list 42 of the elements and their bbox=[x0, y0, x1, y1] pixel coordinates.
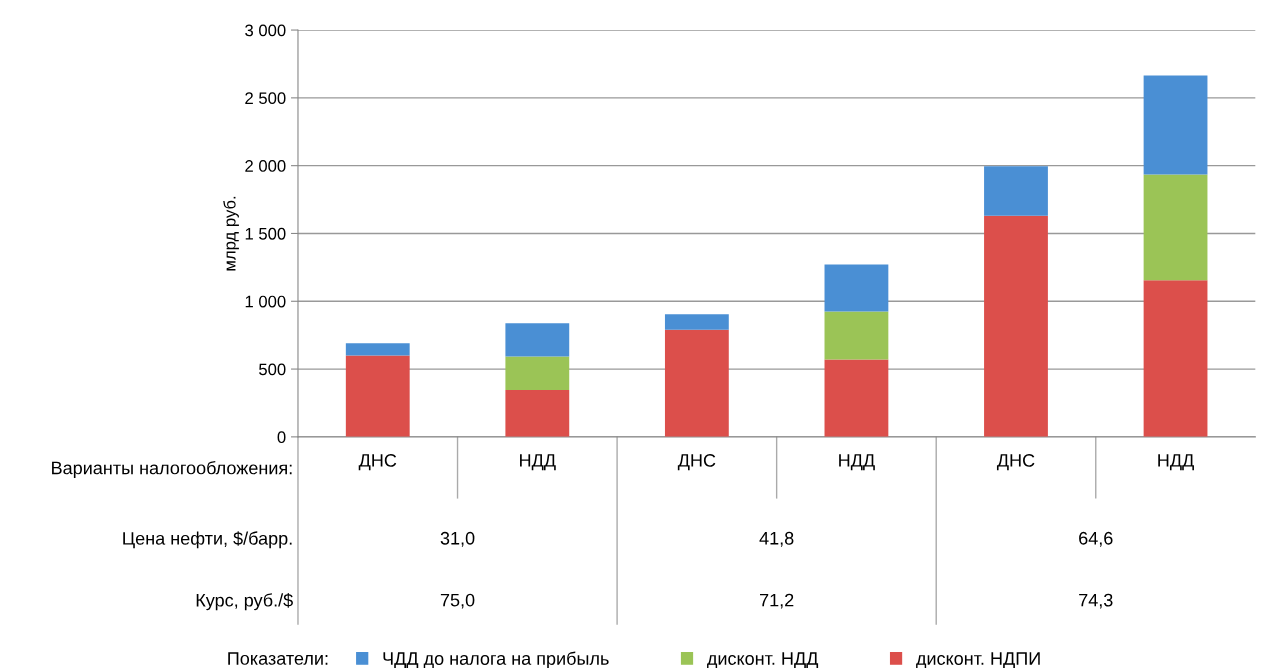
legend-title: Показатели: bbox=[228, 652, 328, 665]
bar bbox=[1143, 75, 1208, 175]
bar bbox=[1143, 280, 1208, 437]
y-axis-title: млрд руб. bbox=[223, 196, 239, 271]
x-tick-label: ДНС bbox=[677, 454, 716, 471]
y-tick-label: 0 bbox=[277, 431, 286, 444]
bar bbox=[824, 264, 889, 312]
bar bbox=[664, 314, 729, 330]
bar bbox=[505, 390, 570, 437]
text: 71,2 bbox=[760, 593, 794, 609]
bar bbox=[984, 166, 1048, 216]
bar bbox=[505, 323, 570, 357]
y-tick-label: 2 000 bbox=[245, 160, 286, 172]
legend-label: дисконт. НДД bbox=[707, 652, 819, 668]
x-tick-label: ДНС bbox=[996, 454, 1035, 471]
x-tick-label: НДД bbox=[839, 454, 875, 471]
bar bbox=[824, 311, 889, 360]
x-tick-label: ДНС bbox=[358, 454, 397, 471]
y-tick-label: 1 000 bbox=[245, 295, 286, 308]
x-tick-label: НДД bbox=[1158, 454, 1194, 471]
text: 74,3 bbox=[1079, 593, 1113, 609]
y-tick-label: 500 bbox=[259, 363, 286, 376]
text: Курс, руб./$ bbox=[196, 593, 293, 611]
y-tick-label: 2 500 bbox=[245, 92, 286, 105]
bar bbox=[984, 215, 1048, 437]
text: Варианты налогообложения: bbox=[52, 460, 292, 478]
text: 75,0 bbox=[440, 593, 475, 609]
legend-label: ЧДД до налога на прибыль bbox=[383, 651, 609, 668]
bar bbox=[505, 356, 570, 391]
text: 31,0 bbox=[440, 531, 475, 547]
bar bbox=[345, 343, 410, 356]
y-tick-label: 1 500 bbox=[245, 227, 286, 240]
text: Цена нефти, $/барр. bbox=[123, 531, 292, 549]
text: 64,6 bbox=[1079, 531, 1113, 547]
text: 41,8 bbox=[759, 531, 794, 547]
bar bbox=[1143, 174, 1208, 281]
y-tick-label: 3 000 bbox=[245, 24, 286, 37]
bar bbox=[824, 359, 889, 437]
bar bbox=[345, 355, 410, 437]
legend-label: дисконт. НДПИ bbox=[916, 652, 1040, 668]
bar bbox=[664, 329, 729, 437]
x-tick-label: НДД bbox=[520, 454, 556, 471]
